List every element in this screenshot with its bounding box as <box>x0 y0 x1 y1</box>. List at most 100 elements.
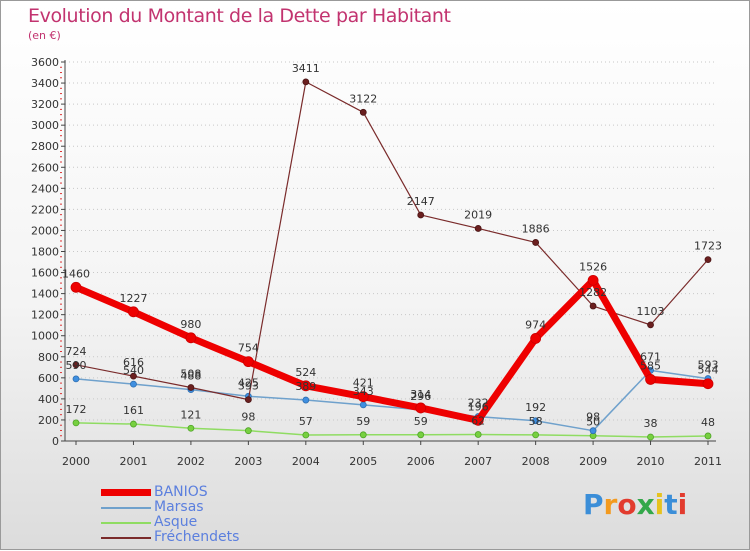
data-point-asque <box>532 431 540 439</box>
x-tick-label: 2010 <box>637 455 665 468</box>
data-point-asque <box>704 432 712 440</box>
chart-title: Evolution du Montant de la Dette par Hab… <box>28 5 451 27</box>
data-point-marsas <box>302 396 310 404</box>
data-label-banios: 1227 <box>119 292 147 305</box>
data-label-asque: 172 <box>66 403 87 416</box>
data-point-asque <box>72 419 80 427</box>
data-label-frechendets: 1723 <box>694 240 722 253</box>
data-point-banios <box>70 281 82 293</box>
x-tick-label: 2007 <box>464 455 492 468</box>
legend-swatch-banios <box>101 489 151 496</box>
data-point-frechendets <box>589 302 597 310</box>
data-point-marsas <box>589 427 597 435</box>
data-point-asque <box>417 431 425 439</box>
data-point-banios <box>645 374 656 385</box>
data-label-frechendets: 2019 <box>464 208 492 221</box>
logo-letter: i <box>677 488 688 521</box>
y-tick-label: 2200 <box>31 203 59 216</box>
y-tick-label: 2000 <box>31 224 59 237</box>
data-point-frechendets <box>72 361 80 369</box>
data-label-marsas: 296 <box>410 390 431 403</box>
data-label-banios: 585 <box>640 359 661 372</box>
data-point-marsas <box>72 375 80 383</box>
data-label-banios: 980 <box>180 318 201 331</box>
y-tick-label: 1200 <box>31 309 59 322</box>
y-tick-label: 600 <box>38 372 59 385</box>
data-point-frechendets <box>704 256 712 264</box>
data-point-frechendets <box>187 384 195 391</box>
data-label-asque: 62 <box>471 414 485 427</box>
data-label-asque: 38 <box>644 417 658 430</box>
x-tick-label: 2011 <box>694 455 722 468</box>
x-tick-label: 2002 <box>177 455 205 468</box>
legend-swatch-asque <box>101 522 151 524</box>
data-label-asque: 59 <box>414 415 428 428</box>
data-label-marsas: 540 <box>123 364 144 377</box>
data-point-asque <box>647 433 654 441</box>
legend-swatch-marsas <box>101 507 151 509</box>
data-label-asque: 59 <box>356 415 370 428</box>
y-tick-label: 400 <box>38 393 59 406</box>
series-line-asque <box>75 422 709 438</box>
data-label-frechendets: 1886 <box>522 222 550 235</box>
y-tick-label: 2800 <box>31 140 59 153</box>
legend-swatch-frechendets <box>101 537 151 539</box>
data-point-frechendets <box>417 211 425 219</box>
x-tick-label: 2003 <box>234 455 262 468</box>
data-label-asque: 161 <box>123 404 144 417</box>
data-label-frechendets: 1103 <box>637 305 665 318</box>
y-tick-label: 3400 <box>31 77 59 90</box>
data-label-marsas: 98 <box>586 411 600 424</box>
y-tick-label: 3200 <box>31 98 59 111</box>
data-label-asque: 121 <box>180 408 201 421</box>
data-label-marsas: 425 <box>238 376 259 389</box>
y-tick-label: 1000 <box>31 330 59 343</box>
data-label-banios: 314 <box>410 388 431 401</box>
y-tick-label: 3000 <box>31 119 59 132</box>
y-tick-label: 800 <box>38 351 59 364</box>
x-tick-label: 2005 <box>349 455 377 468</box>
data-label-marsas: 488 <box>180 370 201 383</box>
data-point-marsas <box>532 417 540 425</box>
data-point-asque <box>474 431 482 438</box>
y-tick-label: 1600 <box>31 267 59 280</box>
data-point-banios <box>185 332 197 344</box>
data-point-asque <box>187 424 195 432</box>
data-point-banios <box>242 356 254 368</box>
series-line-frechendets <box>75 81 709 401</box>
data-label-banios: 421 <box>353 377 374 390</box>
y-tick-label: 3600 <box>31 56 59 69</box>
data-point-banios <box>472 414 484 426</box>
data-point-banios <box>300 380 312 392</box>
data-point-frechendets <box>532 239 540 246</box>
series-line-marsas <box>75 369 709 432</box>
legend-label-frechendets: Fréchendets <box>154 529 240 545</box>
data-point-frechendets <box>474 225 482 232</box>
legend-label-marsas: Marsas <box>154 499 204 515</box>
data-label-banios: 196 <box>468 400 489 413</box>
logo-letter: P <box>583 488 604 521</box>
data-label-banios: 754 <box>238 342 259 355</box>
data-label-asque: 50 <box>586 416 600 429</box>
data-point-frechendets <box>130 372 137 380</box>
data-point-asque <box>302 431 310 439</box>
data-label-asque: 58 <box>529 415 543 428</box>
data-label-frechendets: 508 <box>180 368 201 381</box>
series-line-banios <box>72 276 712 424</box>
y-tick-label: 1400 <box>31 288 59 301</box>
data-point-banios <box>357 391 369 403</box>
data-point-frechendets <box>647 321 654 329</box>
data-label-frechendets: 2147 <box>407 195 435 208</box>
x-tick-label: 2004 <box>292 455 320 468</box>
y-tick-label: 2600 <box>31 161 59 174</box>
logo-letter: x <box>636 488 655 521</box>
data-point-asque <box>130 420 137 428</box>
data-label-asque: 48 <box>701 416 715 429</box>
data-label-banios: 974 <box>525 318 546 331</box>
data-point-banios <box>128 306 139 318</box>
legend-label-asque: Asque <box>154 514 198 530</box>
data-label-marsas: 590 <box>66 359 87 372</box>
data-point-marsas <box>130 380 137 388</box>
